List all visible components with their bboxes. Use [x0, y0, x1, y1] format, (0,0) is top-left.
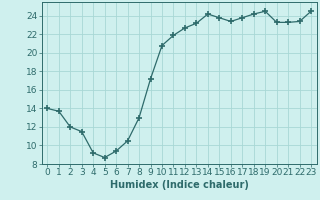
- X-axis label: Humidex (Indice chaleur): Humidex (Indice chaleur): [110, 180, 249, 190]
